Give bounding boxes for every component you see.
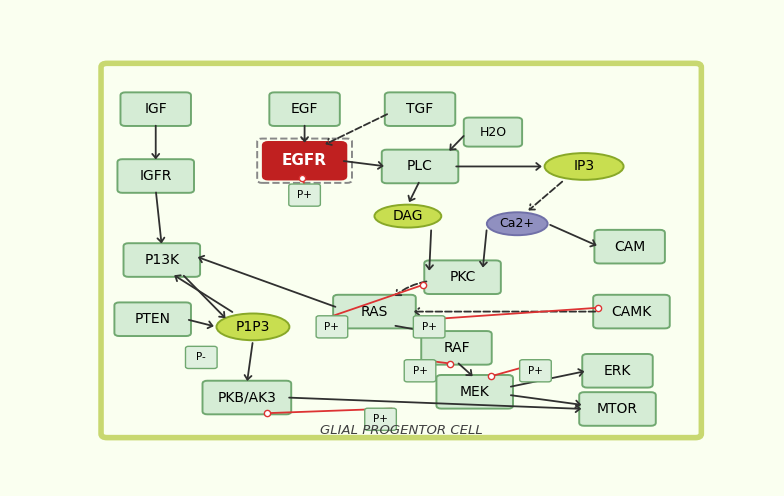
Text: IGF: IGF [144, 102, 167, 116]
Text: H2O: H2O [479, 125, 506, 138]
FancyBboxPatch shape [593, 295, 670, 328]
FancyBboxPatch shape [121, 92, 191, 126]
Ellipse shape [545, 153, 623, 180]
FancyBboxPatch shape [385, 92, 456, 126]
FancyBboxPatch shape [421, 331, 492, 365]
Text: PLC: PLC [407, 159, 433, 174]
FancyBboxPatch shape [579, 392, 655, 426]
FancyBboxPatch shape [594, 230, 665, 263]
FancyBboxPatch shape [101, 63, 702, 437]
Text: P+: P+ [325, 322, 339, 332]
Text: P-: P- [197, 353, 206, 363]
Ellipse shape [375, 205, 441, 228]
Text: RAS: RAS [361, 305, 388, 318]
FancyBboxPatch shape [424, 260, 501, 294]
FancyBboxPatch shape [316, 316, 348, 338]
Text: P13K: P13K [144, 253, 180, 267]
Text: P+: P+ [422, 322, 437, 332]
Text: IGFR: IGFR [140, 169, 172, 183]
Text: PKB/AK3: PKB/AK3 [217, 390, 276, 405]
FancyBboxPatch shape [114, 303, 191, 336]
Text: P+: P+ [297, 190, 312, 200]
Text: CAMK: CAMK [612, 305, 652, 318]
Text: MTOR: MTOR [597, 402, 638, 416]
Text: PTEN: PTEN [135, 312, 171, 326]
FancyBboxPatch shape [583, 354, 653, 387]
FancyBboxPatch shape [202, 381, 291, 414]
Text: CAM: CAM [614, 240, 645, 253]
Text: P+: P+ [412, 366, 427, 376]
FancyBboxPatch shape [124, 243, 200, 277]
FancyBboxPatch shape [333, 295, 416, 328]
FancyBboxPatch shape [520, 360, 551, 382]
Text: P+: P+ [373, 414, 388, 424]
FancyBboxPatch shape [413, 316, 445, 338]
Text: EGF: EGF [291, 102, 318, 116]
FancyBboxPatch shape [263, 142, 346, 179]
FancyBboxPatch shape [437, 375, 513, 409]
FancyBboxPatch shape [365, 408, 397, 431]
FancyBboxPatch shape [186, 346, 217, 369]
Ellipse shape [216, 313, 289, 340]
FancyBboxPatch shape [289, 184, 321, 206]
FancyBboxPatch shape [382, 150, 459, 183]
Text: EGFR: EGFR [282, 153, 327, 168]
Text: PKC: PKC [449, 270, 476, 284]
Text: DAG: DAG [393, 209, 423, 223]
FancyBboxPatch shape [464, 118, 522, 147]
Text: IP3: IP3 [574, 159, 594, 174]
Text: P1P3: P1P3 [236, 320, 270, 334]
Text: Ca2+: Ca2+ [499, 217, 535, 230]
FancyBboxPatch shape [270, 92, 339, 126]
FancyBboxPatch shape [405, 360, 436, 382]
Text: P+: P+ [528, 366, 543, 376]
FancyBboxPatch shape [118, 159, 194, 193]
Text: GLIAL PROGENTOR CELL: GLIAL PROGENTOR CELL [321, 424, 483, 437]
Text: ERK: ERK [604, 364, 631, 378]
Text: RAF: RAF [443, 341, 470, 355]
Ellipse shape [487, 212, 547, 235]
Text: MEK: MEK [460, 385, 489, 399]
Text: TGF: TGF [406, 102, 434, 116]
